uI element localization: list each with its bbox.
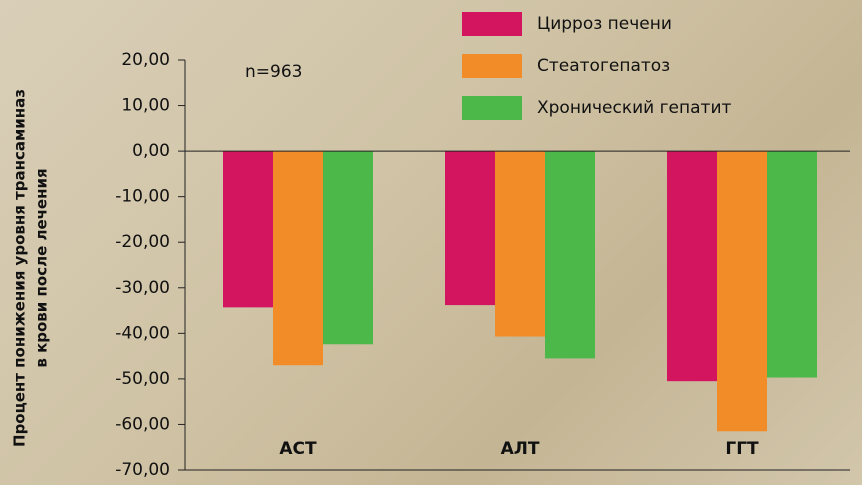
bar [767,151,817,378]
y-axis-title-line: Процент понижения уровня трансаминаз [11,89,29,447]
legend-label: Хронический гепатит [537,98,731,118]
bar [223,151,273,308]
y-tick-label: 0,00 [132,141,170,161]
legend-label: Цирроз печени [537,14,672,34]
y-tick-label: -20,00 [115,232,170,252]
legend-swatch [462,54,522,78]
bar [545,151,595,359]
bar [445,151,495,306]
bar [273,151,323,366]
y-tick-label: -50,00 [115,369,170,389]
legend-label: Стеатогепатоз [537,56,670,76]
x-tick-label: АСТ [279,439,317,459]
y-tick-label: -30,00 [115,278,170,298]
y-tick-label: -60,00 [115,414,170,434]
bar [323,151,373,345]
x-tick-label: ГГТ [725,439,759,459]
y-axis-title-line: в крови после лечения [33,168,51,367]
y-axis-title: Процент понижения уровня трансаминаз в к… [11,89,51,447]
y-tick-label: 10,00 [121,96,170,116]
bar [717,151,767,432]
y-tick-label: -70,00 [115,460,170,480]
x-tick-label: АЛТ [501,439,540,459]
legend-swatch [462,12,522,36]
legend-swatch [462,96,522,120]
annotation: n=963 [245,62,302,82]
y-tick-label: -10,00 [115,187,170,207]
bar [667,151,717,382]
y-tick-label: 20,00 [121,50,170,70]
y-tick-label: -40,00 [115,323,170,343]
bar [495,151,545,337]
